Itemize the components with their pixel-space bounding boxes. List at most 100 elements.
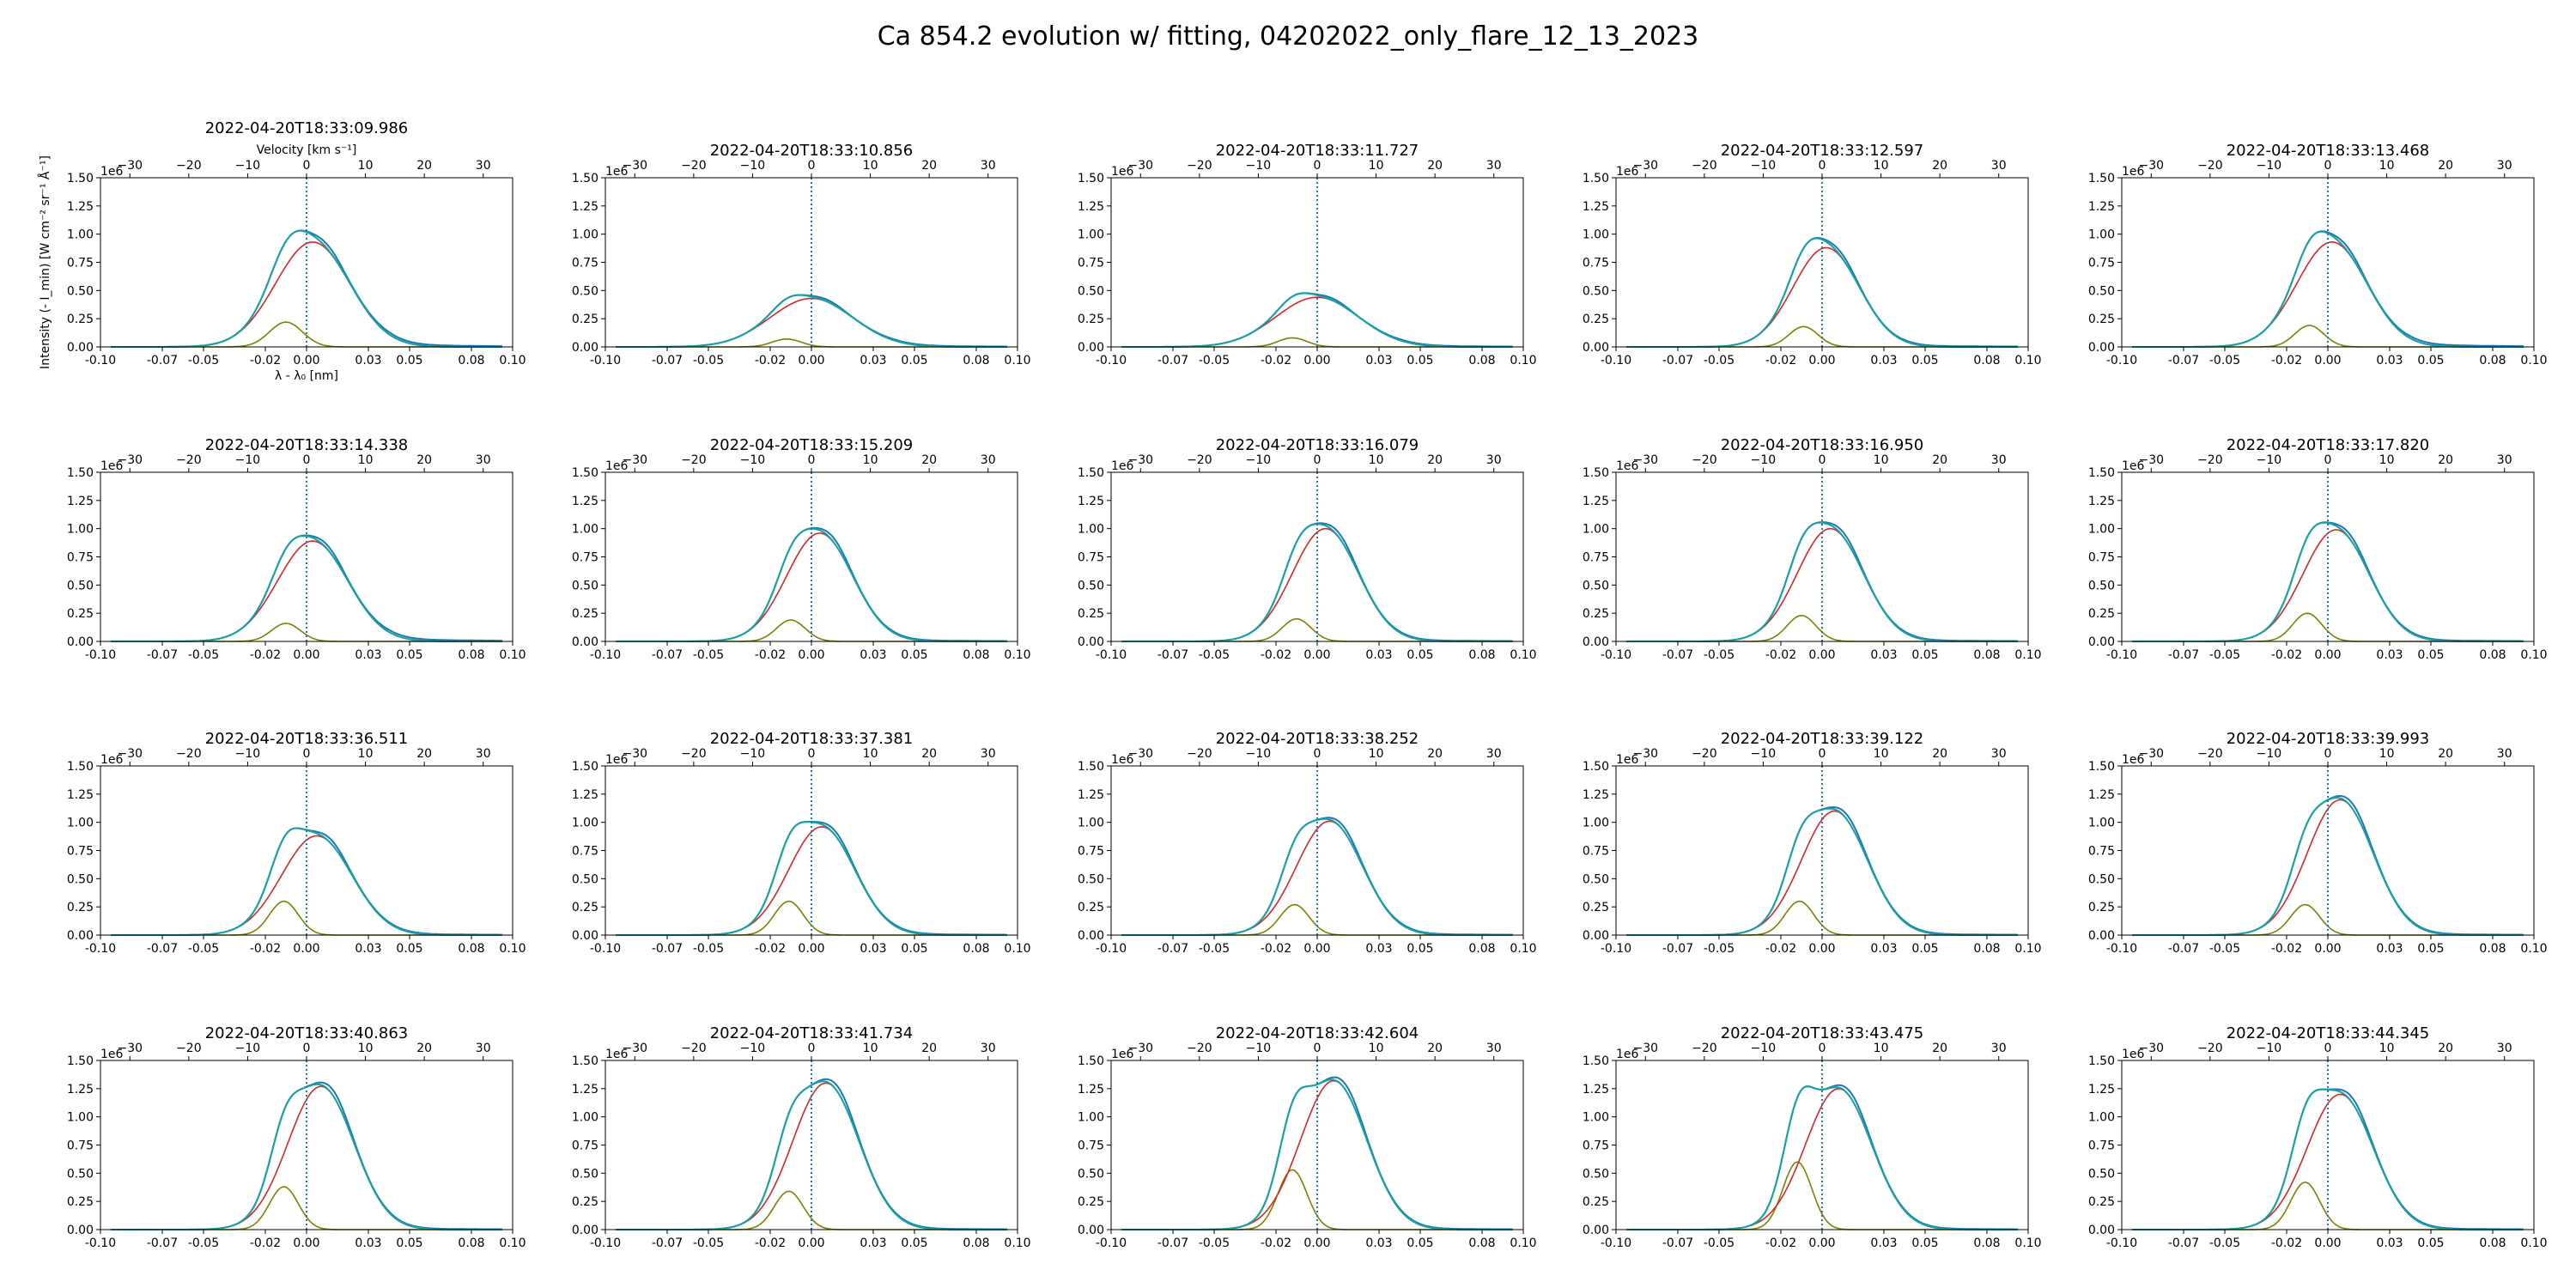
panel-title: 2022-04-20T18:33:39.122 xyxy=(1721,730,1924,748)
velocity-tick-label: −20 xyxy=(681,1042,707,1055)
x-tick-label: -0.07 xyxy=(652,648,683,662)
x-tick-label: -0.02 xyxy=(2271,648,2302,662)
x-tick-label: 0.08 xyxy=(963,354,989,368)
velocity-tick-label: 10 xyxy=(863,1042,878,1055)
velocity-tick-label: 20 xyxy=(1427,159,1443,173)
secondary-gaussian-line xyxy=(111,321,502,348)
x-tick-label: 0.03 xyxy=(1365,942,1392,956)
x-tick-label: 0.03 xyxy=(1365,648,1392,662)
velocity-tick-label: 10 xyxy=(1369,747,1384,761)
y-tick-label: 0.75 xyxy=(2088,257,2115,270)
velocity-tick-label: −20 xyxy=(1187,747,1212,761)
y-tick-label: 0.75 xyxy=(572,551,598,565)
x-tick-label: -0.02 xyxy=(1261,1236,1291,1250)
figure-suptitle: Ca 854.2 evolution w/ fitting, 04202022_… xyxy=(878,21,1699,52)
y-tick-label: 0.75 xyxy=(1078,1139,1104,1153)
y-tick-label: 1.25 xyxy=(67,1083,94,1097)
y-tick-label: 1.25 xyxy=(1078,1083,1104,1097)
main-gaussian-line xyxy=(1626,246,2018,348)
velocity-tick-label: −10 xyxy=(1751,159,1777,173)
y-tick-label: 1.25 xyxy=(2088,1083,2115,1097)
y-tick-label: 1.00 xyxy=(67,817,94,830)
x-tick-label: 0.08 xyxy=(1468,942,1495,956)
x-tick-label: 0.00 xyxy=(1808,1236,1835,1250)
x-tick-label: -0.02 xyxy=(2271,1236,2302,1250)
x-tick-label: -0.05 xyxy=(1199,1236,1230,1250)
velocity-tick-label: −10 xyxy=(235,747,261,761)
velocity-tick-label: −30 xyxy=(1633,159,1659,173)
panel-title: 2022-04-20T18:33:40.863 xyxy=(205,1024,409,1042)
x-tick-label: 0.05 xyxy=(1406,354,1433,368)
axes-frame xyxy=(1110,1060,1524,1230)
velocity-tick-label: 20 xyxy=(2438,1042,2453,1055)
velocity-tick-label: 0 xyxy=(303,453,311,467)
main-gaussian-line xyxy=(616,826,1007,936)
y-tick-label: 0.50 xyxy=(67,872,94,886)
y-tick-label: 0.00 xyxy=(67,341,94,355)
axes-frame xyxy=(1110,177,1524,348)
x-tick-label: 0.10 xyxy=(499,1236,526,1250)
velocity-tick-label: −30 xyxy=(2139,747,2165,761)
x-tick-label: 0.08 xyxy=(2479,354,2506,368)
x-tick-label: -0.07 xyxy=(1157,354,1188,368)
x-tick-label: 0.05 xyxy=(396,354,422,368)
x-tick-label: -0.02 xyxy=(1765,1236,1796,1250)
y-tick-label: 0.00 xyxy=(1078,341,1104,355)
y-tick-label: 0.25 xyxy=(67,1195,94,1209)
panel-title: 2022-04-20T18:33:43.475 xyxy=(1721,1024,1924,1042)
panel-12: -0.10 -0.07 -0.05 -0.02 0.00 0.03 0.05 0.08 0.10… xyxy=(572,730,1031,956)
x-tick-label: 0.00 xyxy=(1303,942,1330,956)
velocity-tick-label: −10 xyxy=(235,159,261,173)
x-tick-label: -0.02 xyxy=(1765,354,1796,368)
y-tick-label: 1.00 xyxy=(1583,1111,1609,1125)
y-tick-label: 0.75 xyxy=(2088,1139,2115,1153)
y-tick-label: 1.00 xyxy=(572,523,598,537)
velocity-tick-label: 30 xyxy=(1991,1042,2007,1055)
y-tick-label: 0.75 xyxy=(67,845,94,859)
y-tick-label: 1.25 xyxy=(2088,200,2115,214)
x-tick-label: 0.08 xyxy=(963,648,989,662)
y-tick-label: 1.25 xyxy=(1583,495,1609,508)
velocity-tick-label: 10 xyxy=(358,747,374,761)
main-gaussian-line xyxy=(2132,1093,2524,1230)
panel-6: -0.10 -0.07 -0.05 -0.02 0.00 0.03 0.05 0.08 0.10… xyxy=(67,436,526,662)
y-tick-label: 0.00 xyxy=(2088,929,2115,943)
y-tick-label: 0.00 xyxy=(67,1224,94,1237)
y-offset-label: 1e6 xyxy=(605,1048,629,1061)
x-tick-label: -0.10 xyxy=(1096,942,1127,956)
velocity-tick-label: −30 xyxy=(623,453,648,467)
x-tick-label: -0.10 xyxy=(1601,648,1631,662)
x-tick-label: 0.10 xyxy=(2520,942,2547,956)
velocity-tick-label: 0 xyxy=(1819,453,1826,467)
velocity-tick-label: 30 xyxy=(476,747,491,761)
velocity-tick-label: 0 xyxy=(808,453,816,467)
x-tick-label: 0.08 xyxy=(1973,942,2000,956)
velocity-tick-label: 10 xyxy=(358,453,374,467)
y-tick-label: 0.25 xyxy=(572,901,598,914)
velocity-tick-label: 30 xyxy=(1991,747,2007,761)
velocity-tick-label: 0 xyxy=(2324,159,2332,173)
velocity-tick-label: −30 xyxy=(1128,453,1154,467)
velocity-tick-label: 10 xyxy=(2379,159,2395,173)
x-tick-label: -0.05 xyxy=(693,942,724,956)
velocity-tick-label: −10 xyxy=(740,1042,766,1055)
y-tick-label: 1.50 xyxy=(1583,466,1609,480)
y-tick-label: 0.50 xyxy=(1078,872,1104,886)
y-tick-label: 0.75 xyxy=(2088,551,2115,565)
panel-1: -0.10 -0.07 -0.05 -0.02 0.00 0.03 0.05 0.08 0.10… xyxy=(38,119,526,383)
velocity-tick-label: −30 xyxy=(1633,747,1659,761)
velocity-tick-label: −30 xyxy=(1633,1042,1659,1055)
y-tick-label: 0.00 xyxy=(1078,635,1104,649)
velocity-tick-label: 10 xyxy=(1874,159,1889,173)
axes-frame xyxy=(2121,765,2535,936)
velocity-tick-label: −10 xyxy=(235,1042,261,1055)
velocity-tick-label: 20 xyxy=(1932,453,1947,467)
x-tick-label: 0.00 xyxy=(2314,648,2341,662)
velocity-tick-label: 0 xyxy=(303,1042,311,1055)
y-tick-label: 1.50 xyxy=(1078,172,1104,185)
secondary-gaussian-line xyxy=(1121,617,1513,642)
y-tick-label: 0.00 xyxy=(572,929,598,943)
y-tick-label: 0.00 xyxy=(2088,635,2115,649)
x-tick-label: -0.10 xyxy=(590,354,621,368)
panel-grid: -0.10 -0.07 -0.05 -0.02 0.00 0.03 0.05 0.08 0.10… xyxy=(38,119,2548,1250)
